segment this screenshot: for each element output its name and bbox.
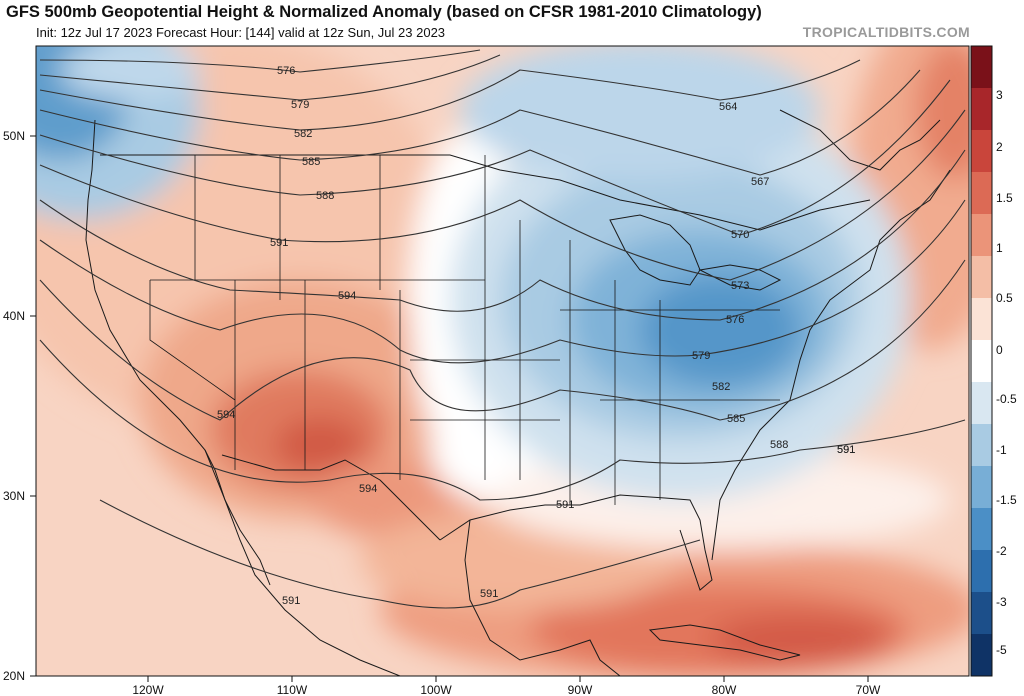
contour-label: 576: [726, 314, 744, 326]
lon-label: 70W: [856, 683, 881, 696]
map-subtitle: Init: 12z Jul 17 2023 Forecast Hour: [14…: [36, 25, 446, 40]
colorbar-label: -3: [996, 595, 1007, 609]
colorbar-swatch: [971, 340, 992, 383]
height-contours: [39, 49, 966, 609]
lon-label: 80W: [712, 683, 737, 696]
site-brand: TROPICALTIDBITS.COM: [802, 24, 970, 40]
contour-label: 591: [282, 595, 300, 607]
colorbar-swatch: [971, 256, 992, 299]
east-coastline: [711, 169, 951, 561]
us-mexico-border: [221, 454, 441, 541]
map-title: GFS 500mb Geopotential Height & Normaliz…: [6, 3, 762, 21]
contour-label: 591: [480, 588, 498, 600]
baja-peninsula: [204, 449, 271, 586]
colorbar-label: -1: [996, 443, 1007, 457]
contour-label: 588: [316, 190, 334, 202]
contour-label: 582: [712, 381, 730, 393]
contour-label: 591: [270, 237, 288, 249]
colorbar-label: -2: [996, 544, 1007, 558]
us-canada-border: [100, 154, 871, 231]
lon-label: 90W: [568, 683, 593, 696]
lat-label: 20N: [3, 669, 25, 683]
lat-label: 50N: [3, 129, 25, 143]
colorbar-swatch: [971, 508, 992, 551]
contour-label: 573: [731, 280, 749, 292]
colorbar-label: -1.5: [996, 493, 1017, 507]
contour-label: 585: [727, 413, 745, 425]
colorbar-swatch: [971, 424, 992, 467]
contour-label: 594: [338, 290, 356, 302]
colorbar-swatch: [971, 466, 992, 509]
gulf-coast: [439, 494, 713, 591]
colorbar-frame: [970, 45, 993, 677]
colorbar-label: 0.5: [996, 291, 1013, 305]
contour-label: 579: [291, 99, 309, 111]
state-lines: [149, 155, 780, 505]
colorbar-swatch: [971, 592, 992, 635]
colorbar-swatch: [971, 634, 992, 677]
colorbar-label: 1: [996, 241, 1003, 255]
colorbar-swatch: [971, 298, 992, 341]
colorbar-label: 3: [996, 88, 1003, 102]
colorbar-swatch: [971, 46, 992, 89]
contour-label: 591: [556, 499, 574, 511]
contour-label: 567: [751, 176, 769, 188]
contour-label: 564: [719, 101, 737, 113]
colorbar-label: -5: [996, 643, 1007, 657]
colorbar-label: 2: [996, 140, 1003, 154]
colorbar-swatch: [971, 88, 992, 131]
lon-label: 100W: [420, 683, 452, 696]
colorbar-swatch: [971, 550, 992, 593]
great-lakes: [609, 214, 782, 291]
colorbar-swatch: [971, 172, 992, 215]
contour-label: 582: [294, 128, 312, 140]
anomaly-shading: [36, 46, 969, 676]
geographic-boundaries: [85, 109, 951, 676]
contour-label: 591: [837, 444, 855, 456]
contour-label: 588: [770, 439, 788, 451]
colorbar-swatch: [971, 382, 992, 425]
lon-label: 120W: [132, 683, 164, 696]
plot-frame: [35, 45, 970, 677]
contour-label: 576: [277, 65, 295, 77]
colorbar-swatch: [971, 130, 992, 173]
longitude-axis: 120W 110W 100W 90W 80W 70W: [132, 676, 881, 696]
colorbar-label: 0: [996, 343, 1003, 357]
contour-label: 585: [302, 156, 320, 168]
lon-label: 110W: [277, 683, 308, 696]
contour-label: 570: [731, 229, 749, 241]
contour-label: 594: [217, 409, 235, 421]
colorbar-swatch: [971, 214, 992, 257]
mexico-gulf-coast: [464, 519, 621, 676]
contour-label: 594: [359, 483, 377, 495]
latitude-axis: 50N 40N 30N 20N: [3, 129, 36, 683]
colorbar-label: -0.5: [996, 392, 1017, 406]
colorbar-label: 1.5: [996, 191, 1013, 205]
contour-label: 579: [692, 350, 710, 362]
colorbar: 3 2 1.5 1 0.5 0 -0.5 -1 -1.5 -2 -3 -5: [970, 45, 1017, 677]
canada-coast: [779, 109, 941, 171]
cuba: [648, 624, 801, 661]
lat-label: 40N: [3, 309, 25, 323]
contour-labels: 576 579 582 585 588 591 594 594 594 591 …: [217, 65, 855, 607]
contour-label: 591: [837, 444, 855, 456]
lat-label: 30N: [3, 489, 25, 503]
west-coastline: [85, 119, 401, 676]
